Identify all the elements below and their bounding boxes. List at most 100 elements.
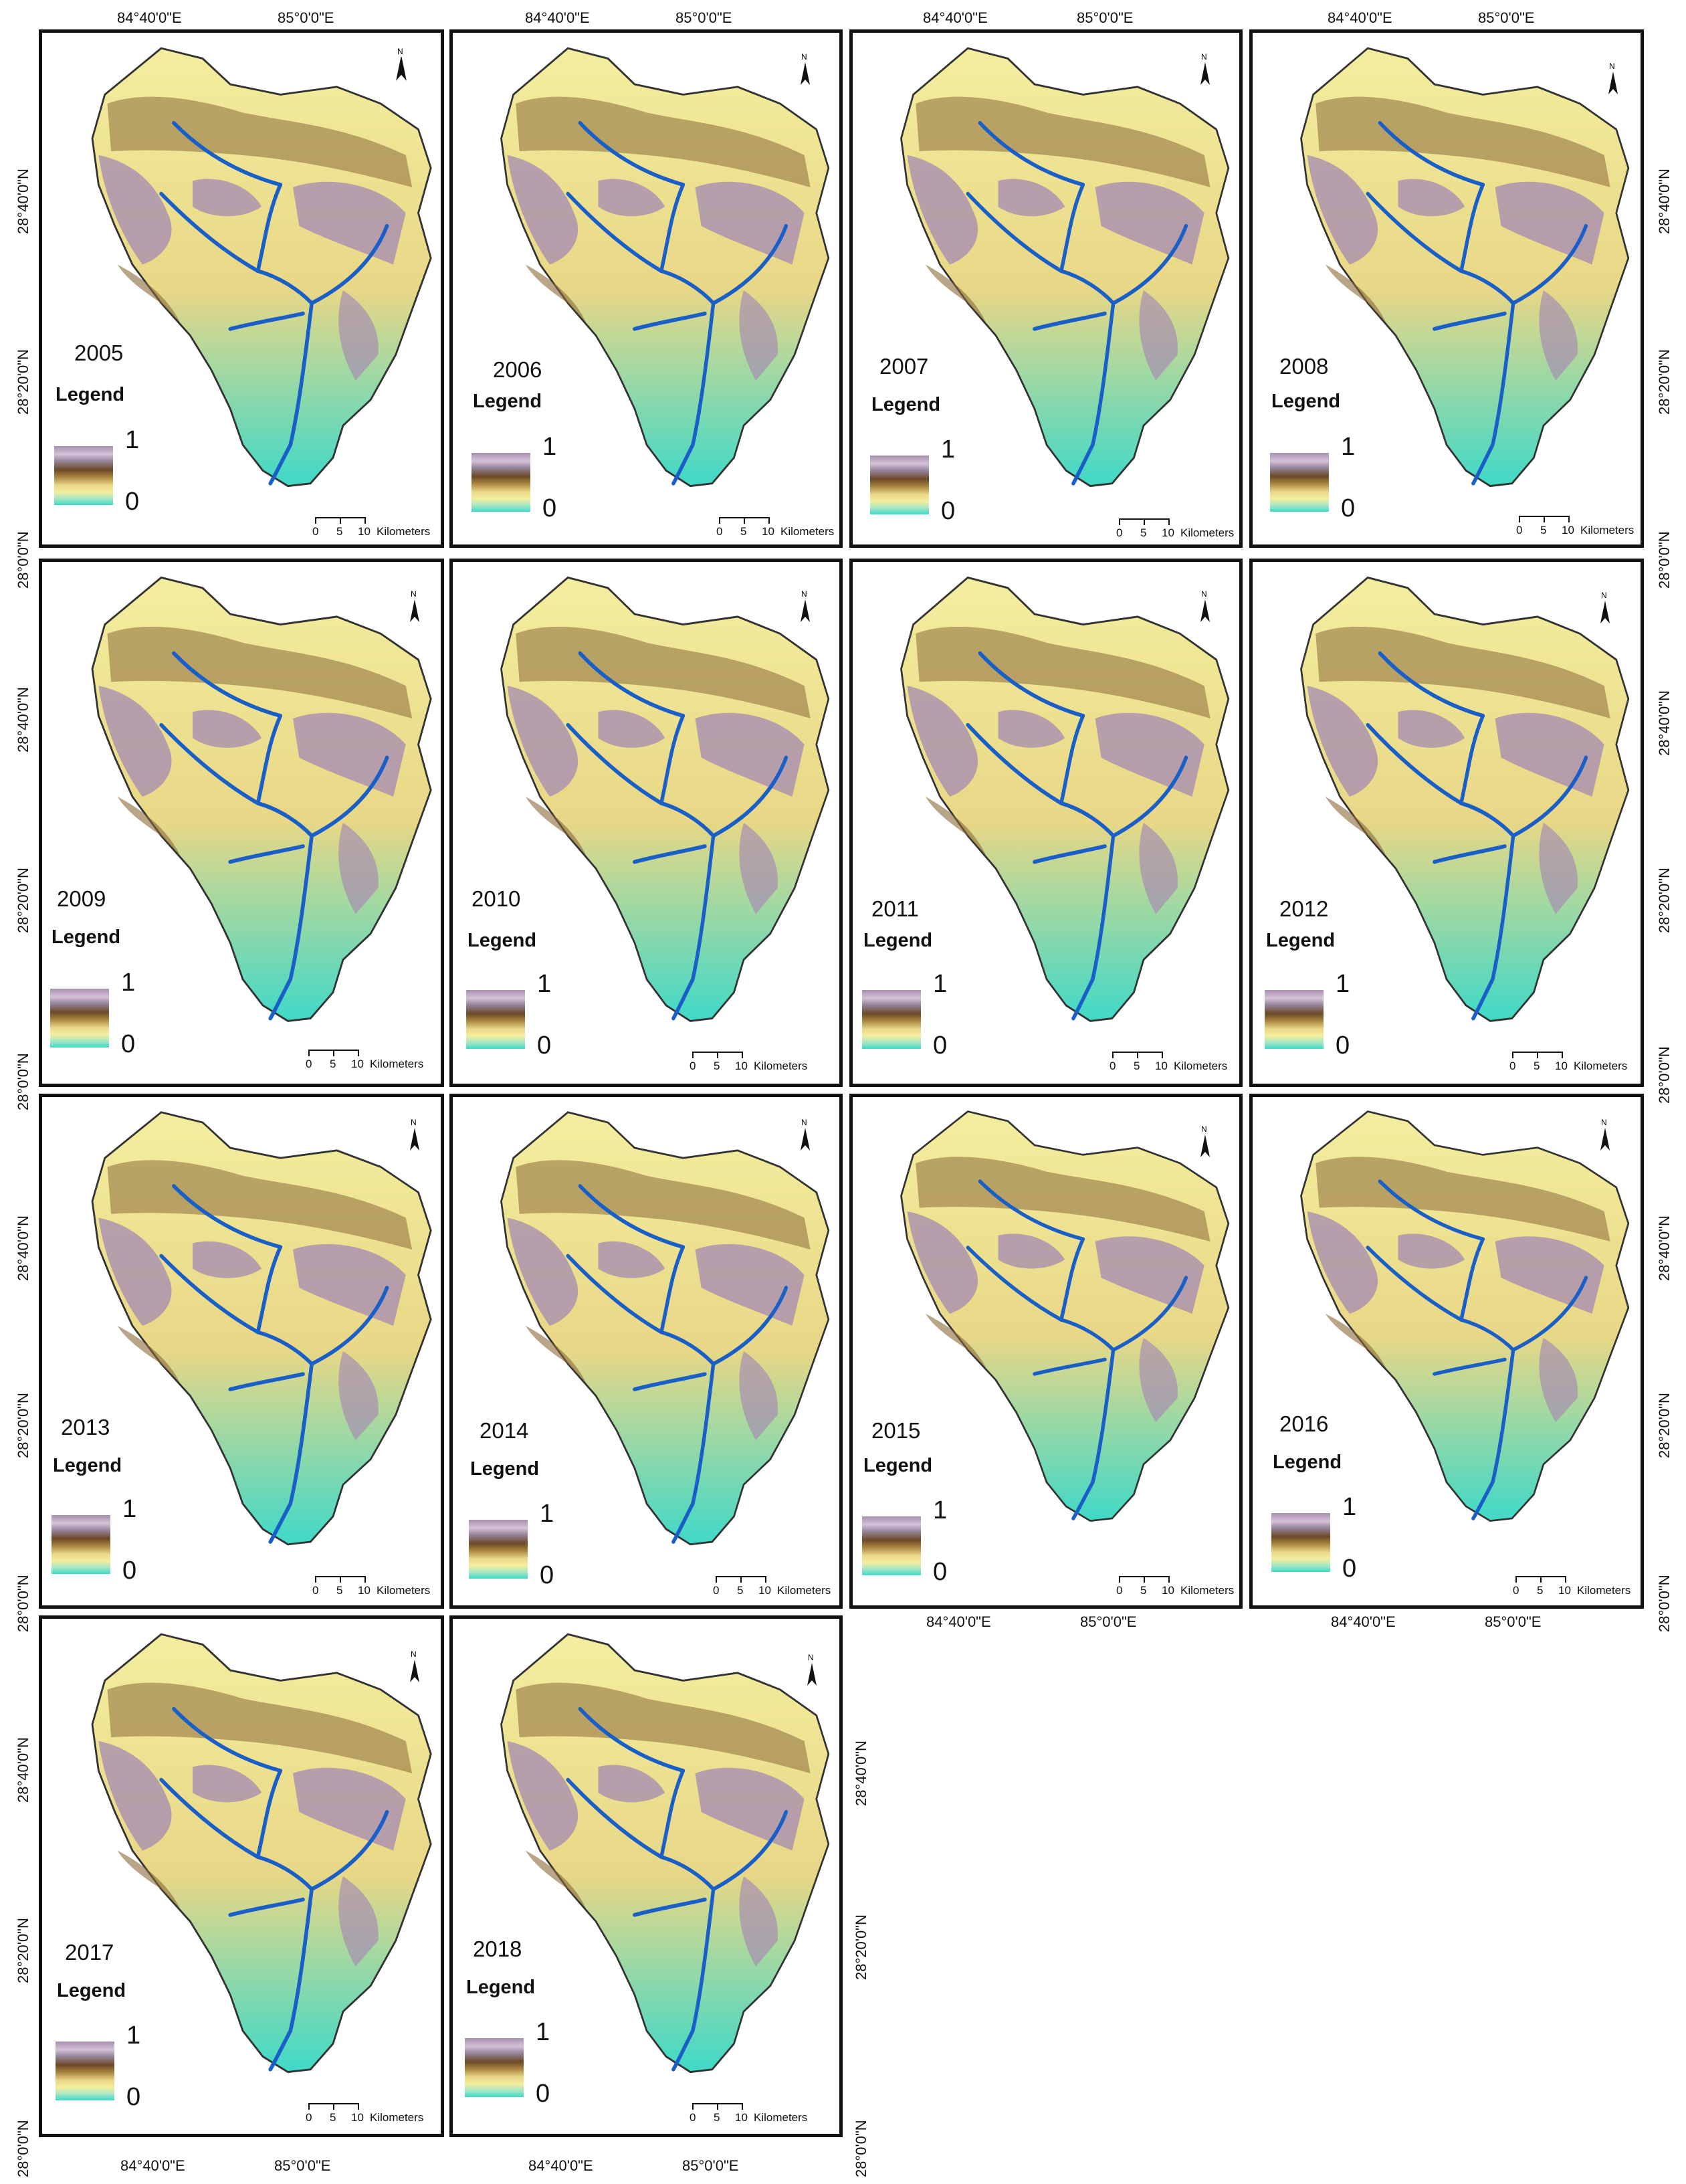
map-panel-2008: 2008 Legend 1 0 N 0 5 10 Kilometers bbox=[1249, 29, 1644, 548]
legend-max-label: 1 bbox=[542, 433, 557, 461]
legend-title: Legend bbox=[473, 391, 542, 412]
svg-text:N: N bbox=[411, 1650, 417, 1659]
legend-max-label: 1 bbox=[126, 2021, 141, 2050]
north-arrow-icon: N bbox=[801, 589, 810, 622]
legend-color-ramp bbox=[56, 2042, 114, 2100]
svg-text:N: N bbox=[1201, 52, 1207, 62]
lon-label: 85°0'0"E bbox=[1080, 1613, 1137, 1630]
lat-label: 28°40'0"N bbox=[15, 1215, 31, 1281]
scale-bar: 0 5 10 Kilometers bbox=[1513, 513, 1641, 540]
scale-bar: 0 5 10 Kilometers bbox=[714, 514, 839, 541]
legend-title: Legend bbox=[57, 1980, 126, 2001]
year-label: 2013 bbox=[61, 1415, 110, 1440]
scale-bar: 0 5 10 Kilometers bbox=[1114, 1573, 1239, 1600]
map-panel-2017: 2017 Legend 1 0 N 0 5 10 Kilometers bbox=[39, 1615, 444, 2137]
north-arrow-icon: N bbox=[801, 1118, 810, 1151]
scale-bar: 0 5 10 Kilometers bbox=[687, 1049, 839, 1076]
year-label: 2008 bbox=[1279, 354, 1329, 379]
legend-max-label: 1 bbox=[537, 970, 552, 998]
legend-min-label: 0 bbox=[1341, 494, 1356, 522]
scale-bar: 0 5 10 Kilometers bbox=[310, 514, 441, 541]
legend-max-label: 1 bbox=[536, 2018, 550, 2046]
north-arrow-icon: N bbox=[410, 589, 419, 622]
lat-label: 28°0'0"N bbox=[1656, 1046, 1673, 1104]
lon-label: 84°40'0"E bbox=[528, 2157, 593, 2174]
legend-min-label: 0 bbox=[933, 1031, 948, 1060]
lat-label: 28°40'0"N bbox=[15, 1737, 31, 1803]
legend-min-label: 0 bbox=[542, 494, 557, 522]
year-label: 2015 bbox=[871, 1418, 921, 1443]
legend-max-label: 1 bbox=[540, 1500, 554, 1528]
scale-bar: 0 5 10 Kilometers bbox=[687, 2100, 839, 2127]
north-arrow-icon: N bbox=[1200, 52, 1210, 85]
lon-label: 84°40'0"E bbox=[117, 9, 182, 26]
legend-color-ramp bbox=[1271, 1513, 1330, 1572]
legend-title: Legend bbox=[466, 1977, 536, 1998]
svg-text:N: N bbox=[801, 589, 807, 599]
legend-title: Legend bbox=[53, 1455, 122, 1476]
svg-text:N: N bbox=[411, 1118, 417, 1127]
year-label: 2006 bbox=[493, 357, 542, 382]
legend-min-label: 0 bbox=[122, 1557, 137, 1585]
legend-title: Legend bbox=[871, 394, 941, 415]
lat-label: 28°40'0"N bbox=[15, 169, 31, 234]
lon-label: 85°0'0"E bbox=[1485, 1613, 1542, 1630]
legend-max-label: 1 bbox=[1342, 1493, 1357, 1521]
year-label: 2007 bbox=[879, 354, 929, 379]
legend-color-ramp bbox=[465, 2038, 524, 2097]
lat-label: 28°0'0"N bbox=[1656, 531, 1673, 589]
scale-bar: 0 5 10 Kilometers bbox=[303, 1047, 441, 1074]
map-panel-2011: 2011 Legend 1 0 N 0 5 10 Kilometers bbox=[849, 559, 1243, 1087]
lat-label: 28°20'0"N bbox=[1656, 349, 1673, 415]
legend-min-label: 0 bbox=[540, 1561, 554, 1589]
map-panel-2005: 2005 Legend 1 0 N 0 5 10 Kilometers bbox=[39, 29, 444, 548]
map-panel-2014: 2014 Legend 1 0 N 0 5 10 Kilometers bbox=[449, 1094, 843, 1609]
legend-color-ramp bbox=[469, 1520, 528, 1579]
lon-label: 84°40'0"E bbox=[120, 2157, 185, 2174]
scale-bar: 0 5 10 Kilometers bbox=[1107, 1049, 1239, 1076]
lat-label: 28°40'0"N bbox=[1656, 690, 1673, 756]
legend-title: Legend bbox=[467, 930, 537, 951]
legend-min-label: 0 bbox=[126, 2083, 141, 2111]
north-arrow-icon: N bbox=[801, 52, 810, 85]
legend-min-label: 0 bbox=[537, 1031, 552, 1060]
legend-min-label: 0 bbox=[125, 488, 140, 516]
lat-label: 28°20'0"N bbox=[15, 349, 31, 415]
lat-label: 28°20'0"N bbox=[15, 1393, 31, 1458]
lon-label: 85°0'0"E bbox=[682, 2157, 739, 2174]
legend-min-label: 0 bbox=[941, 497, 956, 525]
map-panel-2009: 2009 Legend 1 0 N 0 5 10 Kilometers bbox=[39, 559, 444, 1087]
legend-title: Legend bbox=[56, 384, 125, 405]
year-label: 2011 bbox=[871, 896, 919, 921]
legend-min-label: 0 bbox=[1336, 1031, 1350, 1060]
legend-title: Legend bbox=[51, 926, 121, 948]
lon-label: 84°40'0"E bbox=[923, 9, 988, 26]
map-panel-2010: 2010 Legend 1 0 N 0 5 10 Kilometers bbox=[449, 559, 843, 1087]
map-panel-2018: 2018 Legend 1 0 N 0 5 10 Kilometers bbox=[449, 1615, 843, 2137]
legend-max-label: 1 bbox=[1336, 970, 1350, 998]
legend-title: Legend bbox=[1266, 930, 1336, 951]
scale-bar: 0 5 10 Kilometers bbox=[1510, 1573, 1641, 1600]
lat-label: 28°20'0"N bbox=[15, 868, 31, 933]
north-arrow-icon: N bbox=[1200, 589, 1210, 622]
north-arrow-icon: N bbox=[807, 1653, 817, 1686]
year-label: 2009 bbox=[57, 886, 106, 911]
scale-bar: 0 5 10 Kilometers bbox=[710, 1573, 839, 1600]
lon-label: 85°0'0"E bbox=[1478, 9, 1535, 26]
map-panel-2016: 2016 Legend 1 0 N 0 5 10 Kilometers bbox=[1249, 1094, 1644, 1609]
legend-color-ramp bbox=[471, 453, 530, 512]
svg-text:N: N bbox=[1201, 589, 1207, 599]
svg-text:N: N bbox=[1201, 1124, 1207, 1134]
legend-title: Legend bbox=[863, 930, 933, 951]
legend-max-label: 1 bbox=[933, 1496, 948, 1524]
legend-title: Legend bbox=[470, 1458, 540, 1480]
north-arrow-icon: N bbox=[396, 47, 407, 81]
legend-title: Legend bbox=[1271, 391, 1341, 412]
lon-label: 85°0'0"E bbox=[278, 9, 334, 26]
legend-min-label: 0 bbox=[1342, 1555, 1357, 1583]
legend-color-ramp bbox=[54, 446, 113, 505]
legend-max-label: 1 bbox=[121, 969, 136, 997]
lat-label: 28°40'0"N bbox=[15, 687, 31, 753]
map-panel-2015: 2015 Legend 1 0 N 0 5 10 Kilometers bbox=[849, 1094, 1243, 1609]
svg-text:N: N bbox=[801, 1118, 807, 1127]
